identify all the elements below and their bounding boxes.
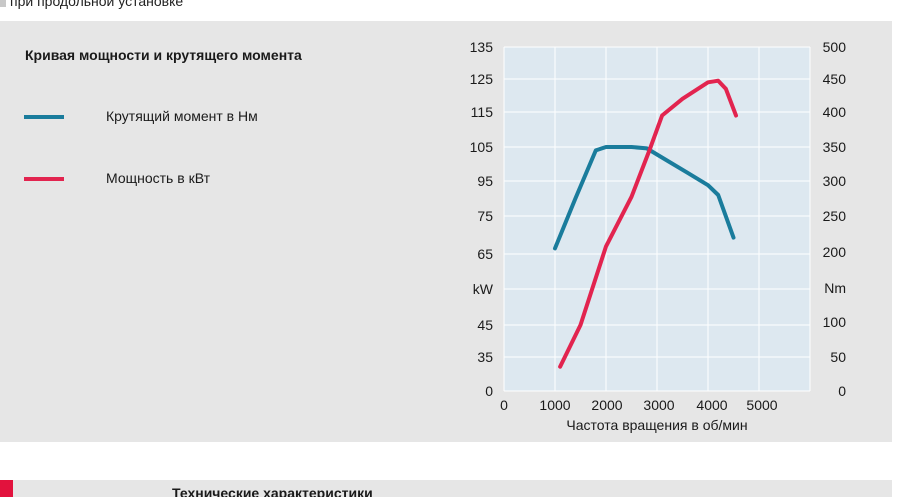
- x-tick-label-0: 0: [500, 397, 508, 413]
- x-tick-label-4: 4000: [696, 397, 727, 413]
- y-left-tick-label-3: 105: [470, 139, 494, 155]
- y-left-tick-label-4: 95: [477, 173, 493, 189]
- footer-accent: [0, 480, 13, 497]
- footer-title: Технические характеристики: [172, 485, 373, 497]
- y-left-tick-label-5: 75: [477, 208, 493, 224]
- y-right-tick-label-5: 250: [823, 208, 847, 224]
- top-caption: при продольной установке: [0, 0, 184, 9]
- y-left-tick-label-10: 0: [485, 383, 493, 399]
- y-right-tick-label-2: 400: [823, 104, 847, 120]
- y-right-tick-label-7: Nm: [824, 280, 846, 296]
- y-left-tick-label-9: 35: [477, 349, 493, 365]
- y-left-tick-label-6: 65: [477, 246, 493, 262]
- y-right-tick-label-6: 200: [823, 244, 847, 260]
- y-right-tick-label-8: 100: [823, 314, 847, 330]
- series-line-power: [558, 78, 738, 369]
- caption-marker: [0, 0, 6, 8]
- y-right-tick-label-3: 350: [823, 139, 847, 155]
- y-left-tick-label-2: 115: [471, 104, 494, 120]
- y-right-tick-label-9: 50: [830, 349, 846, 365]
- x-axis-label: Частота вращения в об/мин: [566, 417, 747, 433]
- y-right-tick-label-1: 450: [823, 71, 847, 87]
- x-tick-label-5: 5000: [746, 397, 777, 413]
- chart-title: Кривая мощности и крутящего момента: [25, 47, 302, 63]
- y-left-tick-label-8: 45: [477, 317, 493, 333]
- legend-swatch-power: [24, 177, 64, 181]
- y-right-tick-label-0: 500: [823, 39, 847, 55]
- x-tick-label-2: 2000: [591, 397, 622, 413]
- y-left-tick-label-7: kW: [473, 281, 494, 297]
- legend-label-power: Мощность в кВт: [106, 170, 210, 186]
- footer-bar: Технические характеристики: [0, 480, 892, 497]
- y-right-tick-label-4: 300: [823, 173, 847, 189]
- x-tick-label-1: 1000: [539, 397, 570, 413]
- caption-text: при продольной установке: [10, 0, 184, 9]
- series-line-torque: [553, 145, 736, 251]
- legend-label-torque: Крутящий момент в Нм: [106, 108, 258, 124]
- x-tick-label-3: 3000: [643, 397, 674, 413]
- y-right-tick-label-10: 0: [838, 383, 846, 399]
- legend-swatch-torque: [24, 115, 64, 119]
- y-left-tick-label-1: 125: [470, 71, 494, 87]
- y-left-tick-label-0: 135: [470, 39, 494, 55]
